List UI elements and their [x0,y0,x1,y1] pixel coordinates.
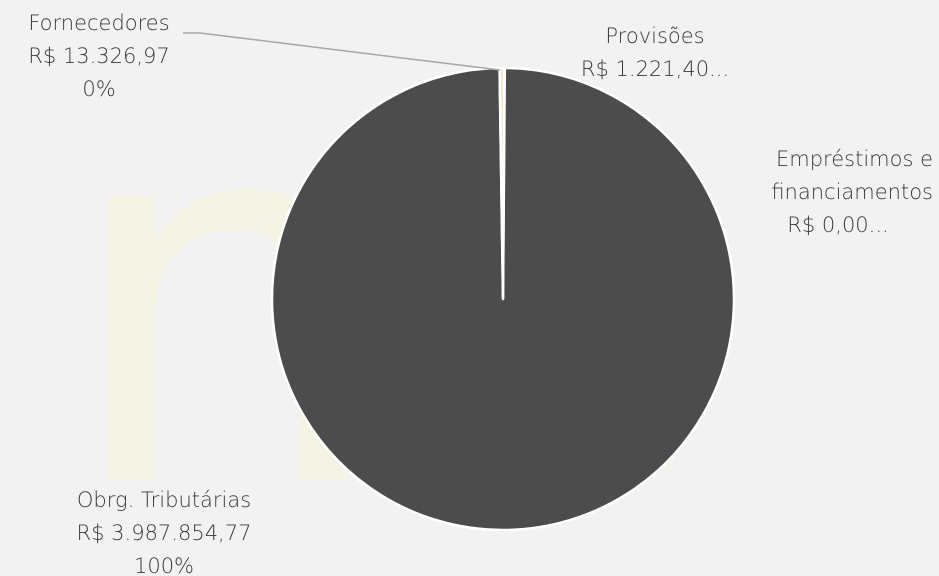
label-emprestimos-name-line1: Empréstimos e [776,147,933,171]
leader-line-fornecedores [183,32,501,71]
pie-slices [270,66,736,532]
label-emprestimos-value: R$ 0,00... [787,213,888,237]
label-emprestimos-name-line2: financiamentos [771,180,933,204]
label-obrg-tributarias-value: R$ 3.987.854,77 [77,521,252,545]
pie-slice-fornecedores[interactable] [498,66,506,301]
label-provisoes-name: Provisões [605,24,704,48]
label-provisoes-value: R$ 1.221,40... [581,57,729,81]
label-fornecedores-value: R$ 13.326,97 [28,44,170,68]
label-fornecedores-name: Fornecedores [28,11,169,35]
label-obrg-tributarias-percent: 100% [134,554,194,576]
label-fornecedores-percent: 0% [82,77,115,101]
label-obrg-tributarias-name: Obrg. Tributárias [77,488,251,512]
